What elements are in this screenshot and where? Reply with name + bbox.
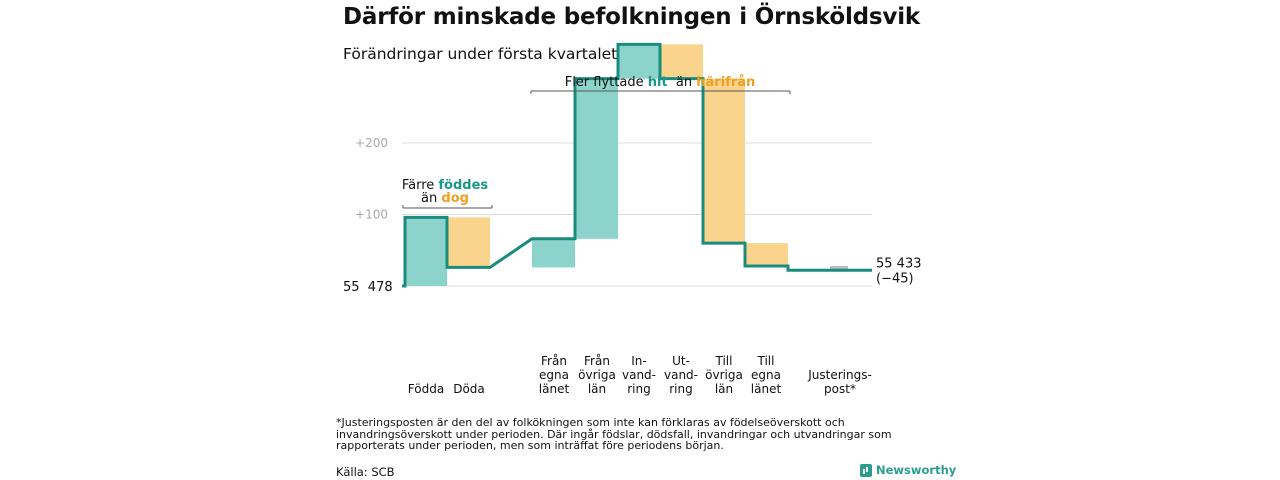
x-category-label: post* xyxy=(824,382,856,396)
bar-till-övriga-län xyxy=(703,78,745,244)
cumulative-step-line xyxy=(402,42,872,288)
x-category-label: Födda xyxy=(408,382,444,396)
brand-logo: Newsworthy xyxy=(860,463,956,477)
bar-utvandring xyxy=(660,44,703,79)
x-category-label: Från xyxy=(584,354,610,368)
bar-födda xyxy=(405,217,447,286)
x-category-label: ring xyxy=(627,382,651,396)
bar-justeringspost- xyxy=(830,265,848,271)
bar-från-egna-länet xyxy=(532,238,575,268)
change-value-label: (−45) xyxy=(876,271,914,286)
x-category-label: Till xyxy=(715,354,733,368)
x-category-label: Från xyxy=(541,354,567,368)
x-category-label: vand- xyxy=(664,368,698,382)
bar-döda xyxy=(447,217,490,268)
newsworthy-icon xyxy=(860,463,872,477)
x-category-label: län xyxy=(588,382,606,396)
chart-subtitle: Förändringar under första kvartalet 2024 xyxy=(343,45,662,63)
end-value-label: 55 433 xyxy=(876,256,922,271)
source-label: Källa: SCB xyxy=(336,465,395,479)
x-category-label: Justerings- xyxy=(807,368,872,382)
x-category-label: vand- xyxy=(622,368,656,382)
x-category-label: egna xyxy=(539,368,569,382)
bar-från-övriga-län xyxy=(575,78,618,239)
y-tick-label: +100 xyxy=(355,208,388,222)
bar-invandring xyxy=(618,44,660,79)
x-category-label: Till xyxy=(757,354,775,368)
annotation-births-line2: än dog xyxy=(421,191,469,206)
x-category-label: länet xyxy=(539,382,570,396)
annotation-births-line1: Färre föddes xyxy=(402,178,489,193)
x-category-label: län xyxy=(715,382,733,396)
x-category-label: egna xyxy=(751,368,781,382)
x-category-label: övriga xyxy=(578,368,616,382)
x-category-label: Ut- xyxy=(672,354,690,368)
x-category-label: ring xyxy=(669,382,693,396)
start-value-label: 55 478 xyxy=(343,280,393,295)
brand-name: Newsworthy xyxy=(876,463,957,477)
x-category-label: Döda xyxy=(453,382,485,396)
annotation-migration: Fler flyttade hit än härifrån xyxy=(565,75,756,90)
footnote: *Justeringsposten är den del av folkökni… xyxy=(336,416,892,452)
x-category-label: In- xyxy=(631,354,646,368)
x-category-label: övriga xyxy=(705,368,743,382)
bar-till-egna-länet xyxy=(745,243,788,266)
x-category-label: länet xyxy=(751,382,782,396)
chart-title: Därför minskade befolkningen i Örnskölds… xyxy=(343,4,920,30)
y-tick-label: +200 xyxy=(355,136,388,150)
